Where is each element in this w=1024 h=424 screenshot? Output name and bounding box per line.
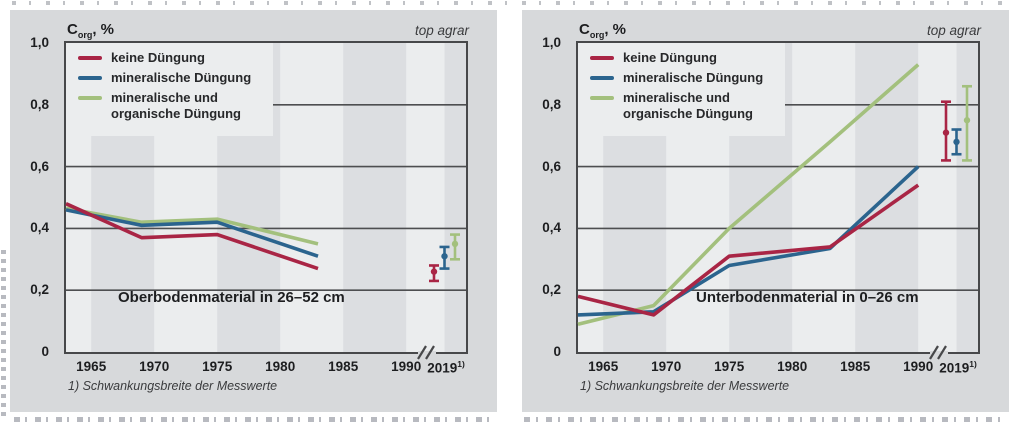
x-tick: 1975 (714, 359, 745, 374)
x-tick: 1980 (777, 359, 808, 374)
x-tick: 1985 (840, 359, 871, 374)
legend-item: mineralische Düngung (78, 70, 273, 86)
y-tick: 0,8 (542, 96, 561, 112)
x-tick: 1965 (76, 359, 107, 374)
x-tick: 1975 (202, 359, 233, 374)
legend-item-label: mineralische Düngung (623, 70, 764, 85)
y-tick: 1,0 (30, 35, 49, 50)
series-line-icon (78, 76, 102, 80)
clipped-text-fragment (12, 1, 1002, 5)
chart-inner-title: Oberbodenmaterial in 26–52 cm (118, 289, 345, 306)
y-axis-tick-labels: 1,0 0,8 0,6 0,4 0,2 0 (522, 35, 569, 359)
legend-item-label: keine Düngung (623, 50, 717, 65)
y-tick: 0,2 (542, 282, 561, 298)
y-tick: 0,6 (30, 158, 49, 174)
x-tick: 1990 (391, 359, 422, 374)
x-tick: 1985 (328, 359, 359, 374)
chart-panel-oberboden: Corg, % top agrar keine Düngung minerali… (10, 10, 497, 412)
legend-item-label: keine Düngung (111, 50, 205, 65)
series-line-icon (78, 56, 102, 60)
legend-item: keine Düngung (590, 50, 785, 66)
y-tick: 1,0 (542, 35, 561, 50)
brand-label: top agrar (926, 23, 981, 38)
legend: keine Düngung mineralische Düngung miner… (66, 43, 273, 136)
y-tick: 0 (553, 344, 561, 359)
x-tick: 1990 (903, 359, 934, 374)
y-axis-title: Corg, % (67, 21, 115, 40)
x-tick-2019: 20191) (427, 359, 465, 376)
legend-item-label: mineralische und organische Düngung (623, 90, 753, 121)
legend: keine Düngung mineralische Düngung miner… (578, 43, 785, 136)
chart-panel-unterboden: Corg, % top agrar keine Düngung minerali… (522, 10, 1009, 412)
y-axis-title: Corg, % (579, 21, 627, 40)
y-tick: 0,6 (542, 158, 561, 174)
x-tick: 1970 (651, 359, 682, 374)
x-axis-tick-labels: 1965 1970 1975 1980 1985 1990 20191) (66, 359, 466, 377)
series-line-icon (590, 56, 614, 60)
footnote: 1) Schwankungsbreite der Messwerte (68, 379, 278, 393)
clipped-text-fragment (1, 248, 6, 416)
y-tick: 0 (41, 344, 49, 359)
y-tick: 0,2 (30, 282, 49, 298)
y-axis-tick-labels: 1,0 0,8 0,6 0,4 0,2 0 (10, 35, 57, 359)
x-tick: 1980 (265, 359, 296, 374)
x-tick: 1965 (588, 359, 619, 374)
legend-item-label: mineralische und organische Düngung (111, 90, 241, 121)
y-tick: 0,8 (30, 96, 49, 112)
series-line-icon (78, 96, 102, 100)
chart-inner-title: Unterbodenmaterial in 0–26 cm (696, 289, 919, 306)
y-tick: 0,4 (542, 220, 561, 236)
x-tick-2019: 20191) (939, 359, 977, 376)
x-axis-tick-labels: 1965 1970 1975 1980 1985 1990 20191) (578, 359, 978, 377)
legend-item: mineralische Düngung (590, 70, 785, 86)
clipped-text-fragment (524, 417, 1002, 422)
plot-area: keine Düngung mineralische Düngung miner… (576, 41, 980, 360)
clipped-text-fragment (14, 417, 494, 422)
legend-item-label: mineralische Düngung (111, 70, 252, 85)
series-line-icon (590, 76, 614, 80)
footnote: 1) Schwankungsbreite der Messwerte (580, 379, 790, 393)
x-tick: 1970 (139, 359, 170, 374)
brand-label: top agrar (414, 23, 469, 38)
series-line-icon (590, 96, 614, 100)
y-tick: 0,4 (30, 220, 49, 236)
legend-item: keine Düngung (78, 50, 273, 66)
legend-item: mineralische und organische Düngung (78, 90, 273, 122)
legend-item: mineralische und organische Düngung (590, 90, 785, 122)
plot-area: keine Düngung mineralische Düngung miner… (64, 41, 468, 360)
